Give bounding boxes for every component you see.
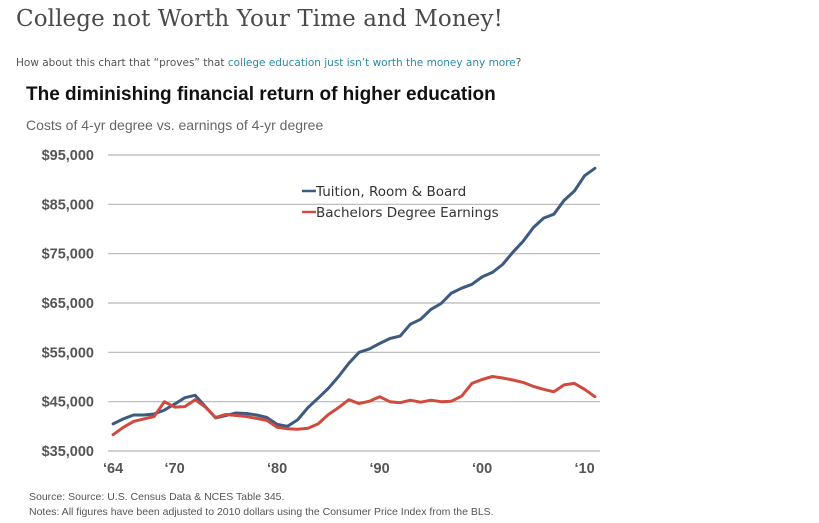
x-tick-label: ‘10 [575, 461, 595, 477]
chart-notes: Notes: All figures have been adjusted to… [29, 506, 494, 518]
chart-source: Source: Source: U.S. Census Data & NCES … [29, 491, 284, 503]
chart-title: The diminishing financial return of high… [26, 84, 496, 105]
x-tick-label: ‘64 [103, 461, 123, 477]
y-axis-tick-labels: $35,000 $45,000 $55,000 $65,000 $75,000 $85,0… [42, 148, 94, 460]
x-tick-label: ‘80 [267, 461, 287, 477]
intro-text-before: How about this chart that “proves” that [16, 57, 228, 69]
y-tick-label: $75,000 [42, 247, 94, 263]
x-tick-label: ‘00 [472, 461, 492, 477]
chart-gridlines [108, 154, 600, 452]
chart-subtitle: Costs of 4-yr degree vs. earnings of 4-y… [26, 117, 323, 133]
intro-text-after: ? [515, 57, 522, 69]
college-education-link[interactable]: college education just isn’t worth the m… [227, 57, 516, 69]
intro-text: How about this chart that “proves” that … [16, 57, 521, 69]
y-tick-label: $95,000 [42, 148, 94, 164]
chart-series [111, 166, 597, 437]
x-tick-label: ‘70 [165, 461, 185, 477]
y-tick-label: $35,000 [42, 444, 94, 460]
x-axis-tick-labels: ‘64 ‘70 ‘80 ‘90 ‘00 ‘10 [103, 461, 595, 477]
y-tick-label: $85,000 [42, 197, 94, 213]
legend-label-earnings: Bachelors Degree Earnings [316, 205, 499, 221]
tuition-room-board-line [111, 166, 597, 428]
chart-legend: Tuition, Room & Board Bachelors Degree E… [302, 184, 499, 221]
x-tick-label: ‘90 [370, 461, 390, 477]
y-tick-label: $55,000 [42, 345, 94, 361]
y-tick-label: $45,000 [42, 395, 94, 411]
post-title: College not Worth Your Time and Money! [16, 6, 503, 32]
y-tick-label: $65,000 [42, 296, 94, 312]
legend-label-tuition: Tuition, Room & Board [315, 184, 466, 200]
bachelors-degree-earnings-line [111, 375, 597, 437]
